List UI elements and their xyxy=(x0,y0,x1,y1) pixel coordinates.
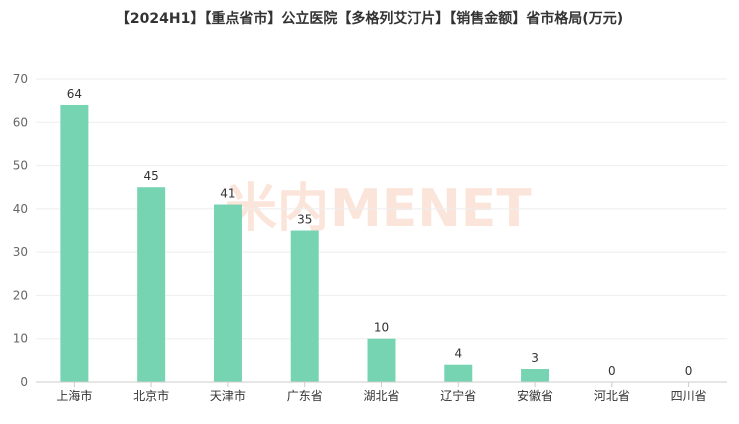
x-tick-label: 上海市 xyxy=(56,388,92,403)
data-label: 0 xyxy=(685,364,693,378)
bar xyxy=(60,104,89,382)
y-tick-label: 0 xyxy=(20,375,28,389)
x-tick-label: 辽宁省 xyxy=(440,388,476,403)
x-tick-label: 湖北省 xyxy=(363,388,399,403)
data-label: 35 xyxy=(297,213,312,227)
data-label: 41 xyxy=(220,187,235,201)
x-axis: 上海市 北京市 天津市 广东省 湖北省 辽宁省 安徽省 河北省 四川省 xyxy=(36,381,727,403)
y-tick-label: 10 xyxy=(13,332,28,346)
x-tick-label: 四川省 xyxy=(671,389,707,403)
x-tick-label: 天津市 xyxy=(210,388,246,403)
data-label: 64 xyxy=(67,87,82,101)
bar xyxy=(290,230,319,382)
data-label: 3 xyxy=(531,351,539,365)
y-axis: 0 10 20 30 40 50 60 70 xyxy=(13,72,28,389)
chart-title: 【2024H1】【重点省市】公立医院【多格列艾汀片】【销售金额】省市格局(万元) xyxy=(115,11,624,27)
bars xyxy=(60,104,550,382)
data-label: 0 xyxy=(608,364,616,378)
y-tick-label: 70 xyxy=(13,72,28,86)
y-tick-label: 30 xyxy=(13,245,28,259)
data-labels: 64 45 41 35 10 4 3 0 0 xyxy=(67,87,693,378)
bar xyxy=(444,364,473,382)
data-label: 4 xyxy=(454,347,462,361)
y-tick-label: 40 xyxy=(13,202,28,216)
x-tick-label: 河北省 xyxy=(594,389,630,403)
data-label: 45 xyxy=(144,169,159,183)
data-label: 10 xyxy=(374,321,389,335)
x-tick-label: 北京市 xyxy=(133,388,169,403)
y-tick-label: 50 xyxy=(13,159,28,173)
x-tick-label: 安徽省 xyxy=(517,388,553,403)
y-tick-label: 60 xyxy=(13,115,28,129)
bar xyxy=(213,204,242,382)
bar xyxy=(521,369,550,382)
y-tick-label: 20 xyxy=(13,288,28,302)
bar xyxy=(137,187,166,382)
bar xyxy=(367,338,396,382)
x-tick-label: 广东省 xyxy=(287,389,323,403)
